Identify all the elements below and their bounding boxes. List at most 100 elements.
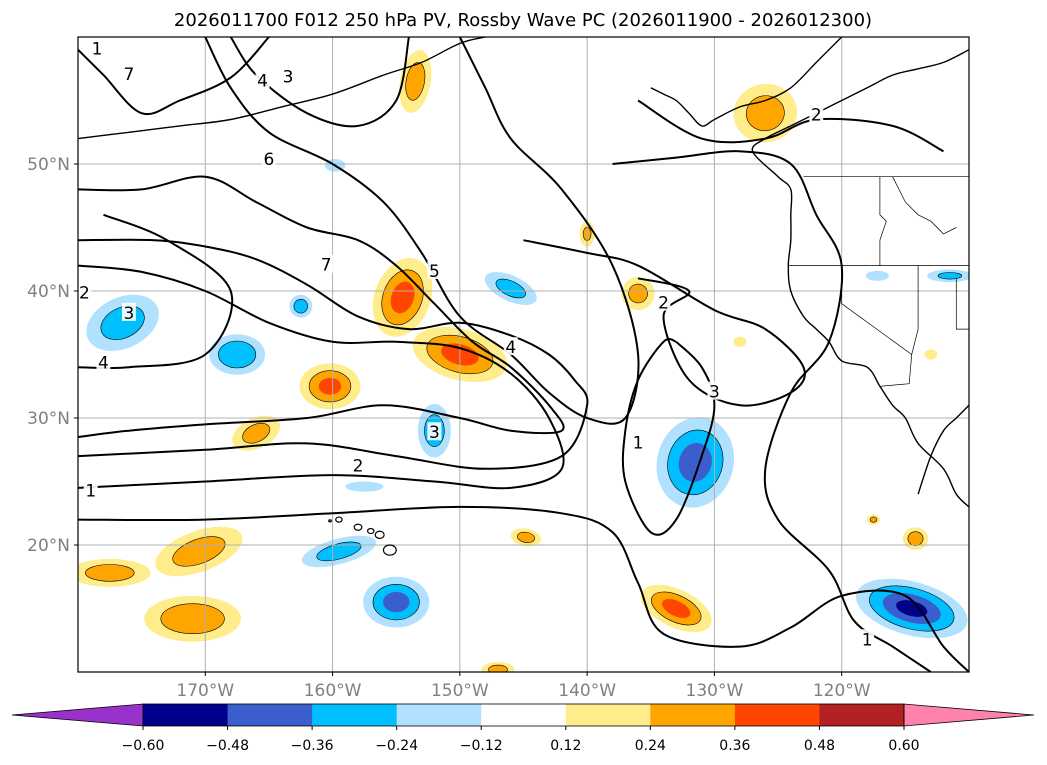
y-tick-label-2: 40°N — [27, 282, 70, 302]
pv-anomaly-negative-12 — [927, 269, 969, 283]
pv-anomaly-positive-27 — [867, 514, 880, 525]
contour-label-8: 2 — [79, 284, 90, 304]
island-1 — [374, 530, 385, 539]
pv-contour-3 — [78, 175, 565, 439]
contour-layer — [78, 37, 969, 672]
contour-label-13: 1 — [85, 482, 96, 502]
pv-anomaly-positive-14 — [399, 49, 432, 113]
y-tick-label-1: 30°N — [27, 409, 70, 429]
pv-anomaly-level-1 — [85, 564, 135, 582]
colorbar-segment-1 — [227, 704, 313, 726]
pv-contour-9 — [523, 239, 806, 407]
pv-contour-0 — [78, 37, 270, 116]
pv-anomaly-negative-4 — [484, 271, 537, 306]
pv-anomaly-level-0 — [924, 349, 938, 360]
contour-label-7: 3 — [124, 304, 135, 324]
pv-anomaly-negative-2 — [289, 294, 313, 318]
coastline-1 — [917, 404, 969, 495]
map-frame — [77, 36, 970, 673]
pv-anomaly-positive-29 — [924, 349, 938, 360]
pv-anomaly-outline — [218, 340, 257, 369]
pv-anomaly-outline — [160, 603, 225, 635]
colorbar-tick-label-9: 0.60 — [888, 738, 919, 754]
colorbar-segment-2 — [312, 704, 398, 726]
pv-anomaly-outline — [242, 422, 271, 444]
pv-contour-6 — [78, 505, 969, 672]
pv-anomaly-level-1 — [495, 279, 526, 298]
y-tick-label-0: 20°N — [27, 536, 70, 556]
pv-contour-1 — [229, 37, 410, 128]
pv-anomaly-level-1 — [242, 423, 270, 444]
contour-label-bg — [96, 352, 111, 371]
colorbar-segment-0 — [143, 704, 229, 726]
contour-label-bg — [121, 302, 136, 321]
pv-anomaly-outline — [517, 531, 535, 543]
colorbar-segment-6 — [650, 704, 736, 726]
pv-anomaly-positive-20 — [621, 277, 655, 310]
colorbar-tick-label-5: 0.12 — [550, 738, 581, 754]
pv-anomaly-positive-25 — [510, 528, 542, 547]
colorbar-tick-label-7: 0.36 — [719, 738, 750, 754]
pv-anomaly-outline — [869, 516, 878, 523]
island-4 — [335, 516, 343, 523]
pv-anomaly-level-3 — [896, 600, 928, 617]
contour-label-4: 6 — [264, 150, 275, 170]
contour-label-5: 7 — [321, 256, 332, 276]
chart-title: 2026011700 F012 250 hPa PV, Rossby Wave … — [174, 10, 872, 31]
pv-anomaly-negative-8 — [363, 576, 430, 628]
colorbar-tick-label-0: −0.60 — [122, 738, 165, 754]
x-tick-label-4: 130°W — [686, 681, 744, 701]
pv-anomaly-positive-15 — [372, 258, 433, 337]
pv-anomaly-outline — [293, 299, 308, 314]
contour-label-bg — [255, 70, 270, 89]
contour-label-bg — [351, 455, 366, 474]
pv-contour-8 — [612, 150, 932, 672]
x-tick-label-1: 160°W — [304, 681, 362, 701]
pv-anomaly-outline — [937, 272, 963, 280]
contour-label-2: 4 — [257, 71, 268, 91]
x-tick-label-3: 140°W — [558, 681, 616, 701]
contour-label-bg — [121, 64, 136, 83]
pv-anomaly-positive-24 — [640, 584, 712, 633]
pv-anomaly-level-1 — [160, 603, 225, 634]
pv-anomaly-positive-26 — [902, 527, 929, 550]
pv-anomaly-outline — [100, 305, 145, 340]
coastline-0 — [751, 49, 969, 508]
border-5 — [955, 278, 969, 330]
colorbar-tick-label-1: −0.48 — [206, 738, 249, 754]
contour-label-bg — [90, 38, 105, 57]
colorbar-extend-low — [11, 703, 144, 727]
pv-anomaly-level-0 — [733, 336, 747, 347]
colorbar-extend-high — [903, 703, 1035, 727]
pv-anomaly-outline — [745, 95, 785, 132]
pv-anomaly-level-1 — [405, 62, 425, 101]
pv-anomaly-level-1 — [746, 95, 785, 131]
colorbar-frame — [142, 703, 905, 727]
contour-label-bg — [427, 260, 442, 279]
contour-label-1: 7 — [124, 65, 135, 85]
contour-label-bg — [319, 254, 334, 273]
contour-label-bg — [83, 480, 98, 499]
pv-anomaly-outline — [424, 414, 445, 448]
pv-anomaly-negative-1 — [209, 334, 266, 375]
contour-label-bg — [809, 104, 824, 123]
pv-anomaly-level-1 — [870, 516, 877, 523]
island-2 — [366, 527, 375, 535]
contour-label-bg — [261, 149, 276, 168]
contour-label-10: 4 — [505, 338, 516, 358]
pv-anomaly-positive-23 — [144, 595, 242, 642]
pv-anomaly-outline — [405, 62, 426, 101]
pv-anomaly-positive-30 — [481, 661, 515, 672]
pv-contour-11 — [78, 213, 234, 370]
contour-label-11: 3 — [429, 423, 440, 443]
pv-anomaly-level-1 — [293, 299, 308, 314]
colorbar-segment-3 — [396, 704, 482, 726]
colorbar-tick-label-6: 0.24 — [635, 738, 666, 754]
colorbar-segment-4 — [481, 704, 567, 726]
y-tick-label-3: 50°N — [27, 155, 70, 175]
gridlines — [78, 37, 969, 672]
y-axis-ticks: 20°N 30°N 40°N 50°N — [27, 155, 78, 556]
pv-anomaly-positive-21 — [155, 526, 243, 577]
